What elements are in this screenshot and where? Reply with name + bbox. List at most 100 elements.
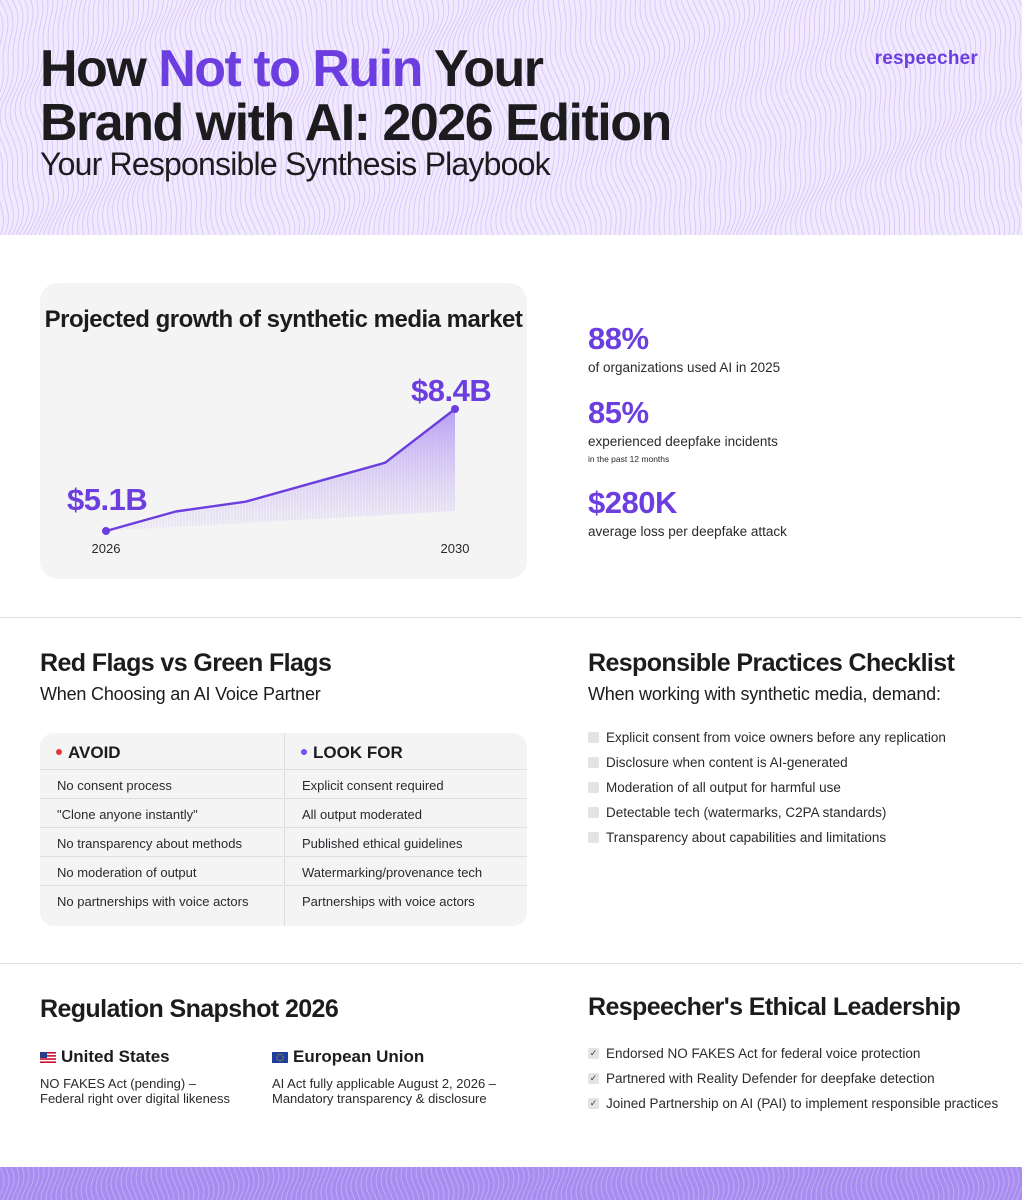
wave-line [635, 0, 656, 235]
wave-line [971, 1167, 980, 1200]
wave-line [820, 1167, 830, 1200]
wave-line [437, 0, 456, 235]
avoid-label: AVOID [68, 743, 121, 762]
purple-dot-icon [301, 748, 307, 755]
wave-line [179, 0, 200, 235]
stat-deepfake-incidents: 85% experienced deepfake incidents in th… [588, 395, 778, 465]
page-subtitle: Your Responsible Synthesis Playbook [40, 146, 551, 182]
wave-line [810, 1167, 820, 1200]
wave-line [675, 0, 696, 235]
avoid-header: AVOID [40, 733, 283, 770]
wave-line [20, 1167, 30, 1200]
wave-line [815, 1167, 825, 1200]
wave-line [477, 1167, 485, 1200]
list-item-text: Moderation of all output for harmful use [606, 780, 841, 795]
wave-line [94, 0, 115, 235]
wave-line [977, 1167, 985, 1200]
wave-line [595, 0, 616, 235]
list-item-text: Explicit consent from voice owners befor… [606, 730, 946, 745]
lookfor-header: LOOK FOR [285, 733, 527, 770]
us-flag-icon [40, 1051, 56, 1063]
wave-line [560, 0, 581, 235]
wave-line [835, 0, 852, 235]
wave-line [200, 1167, 210, 1200]
wave-line [164, 0, 185, 235]
wave-line [325, 1167, 335, 1200]
wave-line [930, 1167, 940, 1200]
wave-line [60, 1167, 70, 1200]
stat-value: 85% [588, 395, 649, 430]
wave-line [1016, 1167, 1022, 1200]
wave-line [998, 1167, 1005, 1200]
wave-line [580, 1167, 589, 1200]
wave-line [300, 1167, 310, 1200]
table-row: No consent process [40, 770, 283, 799]
chart-tick-label: 2030 [441, 541, 470, 556]
page-title: How Not to Ruin Your Brand with AI: 2026… [40, 40, 672, 150]
wave-line [620, 0, 641, 235]
wave-line [287, 0, 306, 235]
wave-line [761, 1167, 770, 1200]
wave-line [130, 1167, 139, 1200]
wave-line [545, 0, 566, 235]
wave-line [780, 0, 798, 235]
wave-line [645, 1167, 654, 1200]
wave-line [680, 0, 701, 235]
wave-line [735, 0, 756, 235]
wave-line [710, 0, 731, 235]
wave-line [362, 0, 381, 235]
wave-line [180, 1167, 190, 1200]
wave-line [790, 1167, 800, 1200]
wave-line [407, 0, 426, 235]
wave-line [84, 0, 104, 235]
wave-line [660, 0, 681, 235]
table-row: No moderation of output [40, 857, 283, 886]
wave-line [244, 0, 265, 235]
wave-line [540, 0, 561, 235]
wave-line [0, 0, 19, 235]
wave-line [485, 0, 506, 235]
wave-line [695, 1167, 705, 1200]
wave-line [135, 1167, 144, 1200]
wave-line [387, 0, 406, 235]
list-item: Disclosure when content is AI-generated [588, 750, 946, 775]
wave-line [685, 1167, 695, 1200]
wave-line [412, 0, 431, 235]
wave-line [234, 0, 255, 235]
wave-line [155, 1167, 165, 1200]
title-pre: How [40, 40, 159, 98]
wave-line [965, 0, 985, 235]
wave-line [400, 1167, 410, 1200]
wave-line [685, 0, 706, 235]
stat-value: 88% [588, 321, 649, 356]
wave-line [49, 0, 70, 235]
wave-line [635, 1167, 644, 1200]
list-item-text: Transparency about capabilities and limi… [606, 830, 887, 845]
wave-line [243, 1167, 250, 1200]
wave-line [357, 0, 376, 235]
wave-line [935, 1167, 945, 1200]
wave-line [955, 1167, 965, 1200]
red-dot-icon [56, 748, 62, 755]
wave-line [405, 1167, 415, 1200]
wave-line [915, 1167, 925, 1200]
wave-line [254, 0, 276, 235]
wave-line [645, 0, 666, 235]
wave-line [194, 0, 215, 235]
wave-line [249, 0, 270, 235]
wave-line [365, 1167, 372, 1200]
footer-wave-pattern [0, 1167, 1022, 1200]
wave-line [875, 1167, 883, 1200]
wave-line [488, 1167, 495, 1200]
wave-line [39, 0, 60, 235]
wave-line [104, 0, 125, 235]
wave-line [70, 1167, 80, 1200]
stat-note: in the past 12 months [588, 454, 670, 464]
wave-line [506, 1167, 515, 1200]
wave-line [805, 1167, 815, 1200]
wave-line [332, 0, 351, 235]
wave-line [845, 0, 862, 235]
wave-line [675, 1167, 685, 1200]
wave-line [475, 0, 496, 235]
wave-line [189, 0, 210, 235]
